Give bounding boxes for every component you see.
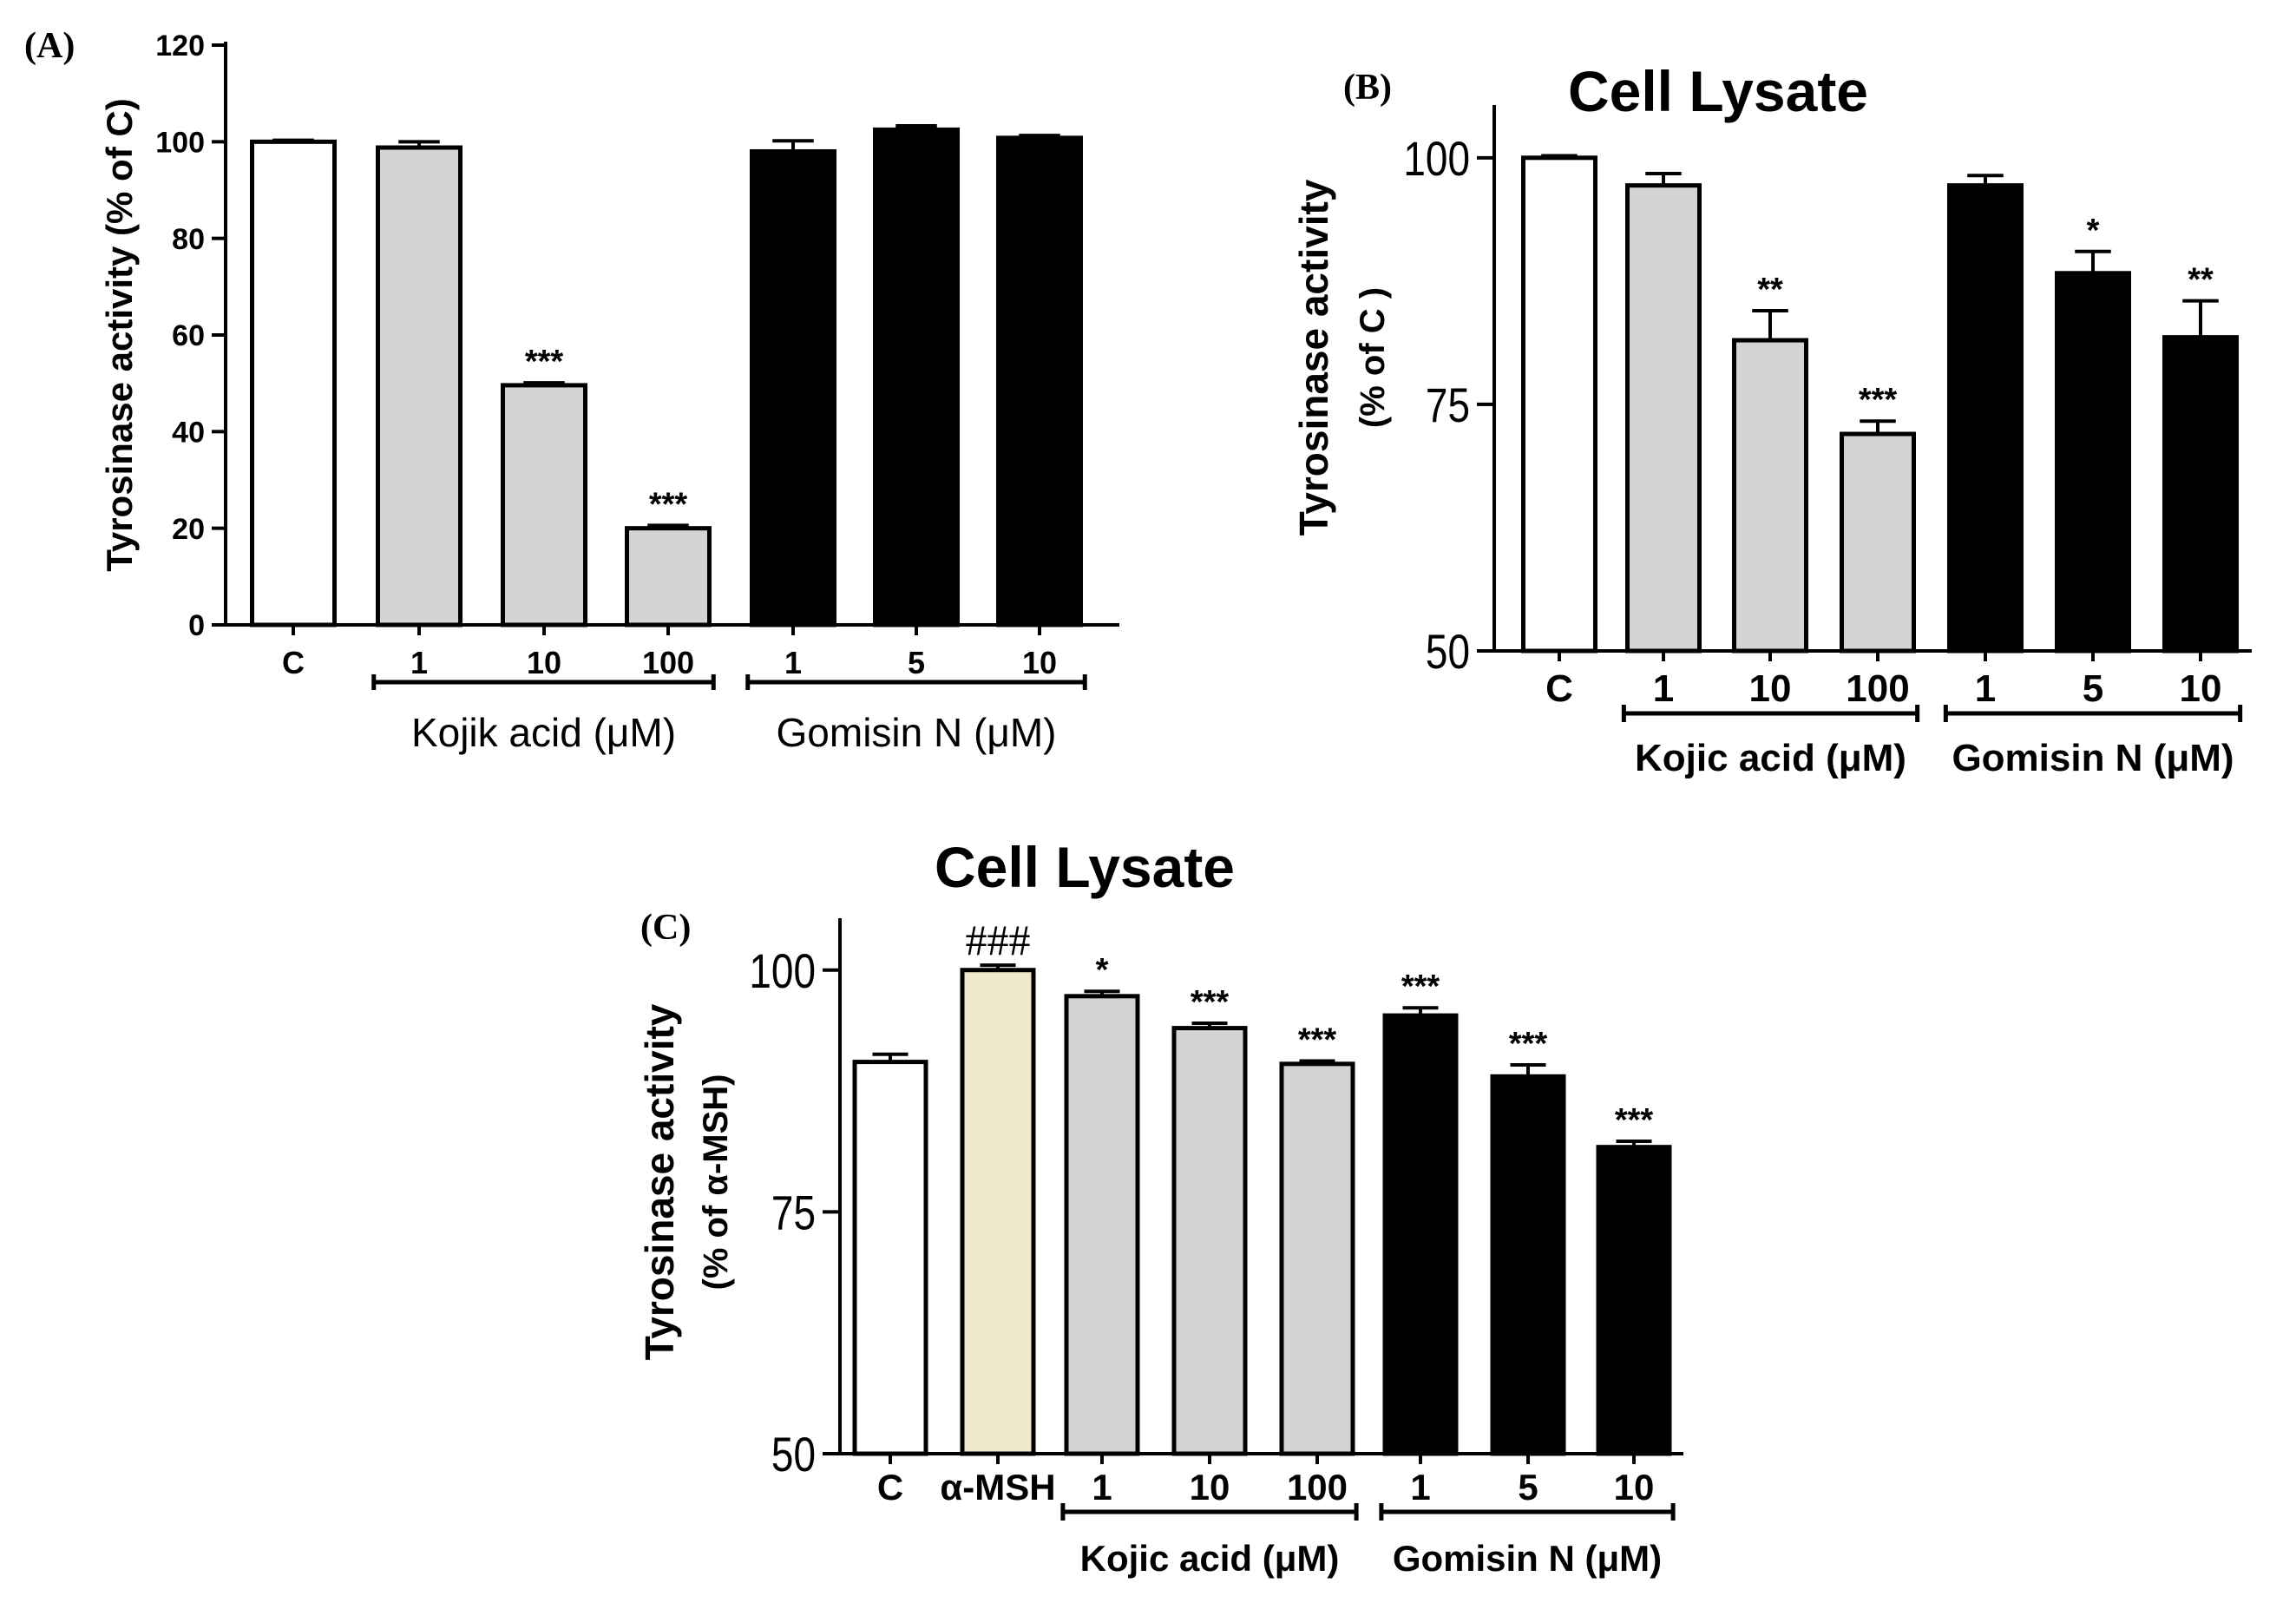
- bar: [960, 968, 1036, 1456]
- panel-label: (A): [24, 26, 75, 66]
- y-tick-label: 50: [1426, 625, 1470, 679]
- group-label: Kojik acid (μM): [411, 710, 676, 755]
- significance-marker: **: [2188, 262, 2214, 299]
- bar: [750, 148, 836, 627]
- bar: [2162, 335, 2239, 654]
- significance-marker: ***: [1615, 1102, 1654, 1139]
- bar: [2055, 271, 2131, 654]
- y-axis-label-secondary: (% of C ): [1354, 287, 1392, 428]
- category-label: 10: [527, 645, 561, 680]
- y-tick-label: 60: [172, 319, 205, 352]
- bar: [1947, 183, 2024, 654]
- bar: [1732, 338, 1808, 654]
- significance-marker: ***: [649, 486, 688, 522]
- y-tick-label: 100: [1403, 132, 1470, 186]
- y-tick-label: 50: [771, 1428, 816, 1481]
- group-label: Gomisin N (μM): [1952, 737, 2234, 779]
- y-axis-label: Tyrosinase activity (% of C): [99, 98, 140, 571]
- bar: [1625, 183, 1702, 654]
- y-tick-label: 100: [749, 944, 816, 998]
- significance-marker: *: [1096, 952, 1109, 989]
- bar: [852, 1060, 928, 1456]
- category-label: 1: [1092, 1467, 1112, 1508]
- category-label: C: [877, 1467, 903, 1508]
- group-label: Kojic acid (μM): [1635, 737, 1906, 779]
- category-label: 1: [1975, 667, 1996, 710]
- category-label: 100: [1287, 1467, 1348, 1508]
- category-label: 5: [1518, 1467, 1538, 1508]
- category-label: 1: [410, 645, 428, 680]
- group-label: Kojic acid (μM): [1080, 1538, 1340, 1579]
- y-tick-label: 40: [172, 417, 205, 450]
- category-label: C: [1545, 667, 1573, 710]
- category-label: 1: [784, 645, 802, 680]
- y-axis-label: Tyrosinase activity: [637, 1003, 682, 1360]
- significance-marker: ***: [1298, 1021, 1337, 1058]
- y-tick-label: 80: [172, 223, 205, 256]
- significance-marker: ***: [1509, 1026, 1548, 1062]
- bar: [1840, 431, 1916, 654]
- panel-label: (C): [640, 908, 691, 948]
- group-label: Gomisin N (μM): [1393, 1538, 1662, 1579]
- category-label: 100: [1846, 667, 1909, 710]
- panel-label: (B): [1343, 68, 1392, 108]
- bar: [1596, 1145, 1672, 1456]
- category-label: 1: [1653, 667, 1674, 710]
- y-tick-label: 75: [1426, 378, 1470, 432]
- y-tick-label: 0: [188, 609, 205, 642]
- bar: [501, 383, 587, 627]
- category-label: 100: [642, 645, 694, 680]
- bar: [1521, 155, 1597, 654]
- category-label: 10: [1022, 645, 1057, 680]
- significance-marker: **: [1757, 272, 1783, 308]
- y-tick-label: 20: [172, 513, 205, 546]
- bar: [376, 145, 462, 627]
- y-axis-label-secondary: (% of α-MSH): [697, 1074, 735, 1291]
- y-axis-label: Tyrosinase activity: [1291, 179, 1336, 535]
- significance-marker: ###: [966, 916, 1031, 964]
- bar: [873, 127, 960, 627]
- significance-marker: *: [2087, 213, 2100, 249]
- significance-marker: ***: [1859, 382, 1898, 418]
- significance-marker: ***: [525, 344, 564, 380]
- group-label: Gomisin N (μM): [777, 710, 1057, 755]
- significance-marker: ***: [1401, 969, 1440, 1005]
- significance-marker: ***: [1191, 984, 1230, 1021]
- category-label: 1: [1410, 1467, 1430, 1508]
- category-label: 10: [1190, 1467, 1230, 1508]
- chart-title: Cell Lysate: [935, 835, 1235, 899]
- bar: [996, 135, 1083, 627]
- category-label: 10: [1749, 667, 1792, 710]
- bar: [1382, 1013, 1459, 1456]
- category-label: α-MSH: [940, 1467, 1055, 1508]
- bar: [1490, 1074, 1566, 1456]
- category-label: C: [282, 645, 305, 680]
- bar: [1279, 1061, 1355, 1456]
- y-tick-label: 100: [155, 127, 205, 160]
- category-label: 10: [1614, 1467, 1655, 1508]
- bar: [625, 526, 712, 627]
- bar: [1171, 1026, 1248, 1456]
- bar: [1064, 994, 1140, 1456]
- category-label: 5: [908, 645, 925, 680]
- y-tick-label: 120: [155, 30, 205, 62]
- y-tick-label: 75: [771, 1186, 816, 1239]
- category-label: 10: [2180, 667, 2222, 710]
- chart-title: Cell Lysate: [1568, 59, 1868, 123]
- bar: [250, 139, 337, 627]
- category-label: 5: [2083, 667, 2103, 710]
